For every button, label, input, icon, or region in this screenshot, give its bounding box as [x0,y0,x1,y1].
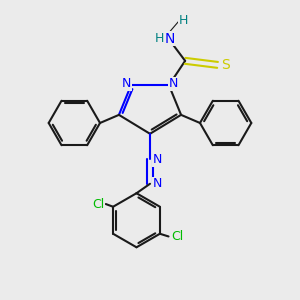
Text: N: N [153,153,162,166]
Text: N: N [169,77,178,90]
Text: H: H [179,14,188,27]
Text: Cl: Cl [171,230,184,243]
Text: Cl: Cl [92,197,104,211]
Text: N: N [153,177,162,190]
Text: N: N [122,77,131,90]
Text: S: S [221,58,230,72]
Text: N: N [165,32,175,46]
Text: H: H [155,32,164,45]
